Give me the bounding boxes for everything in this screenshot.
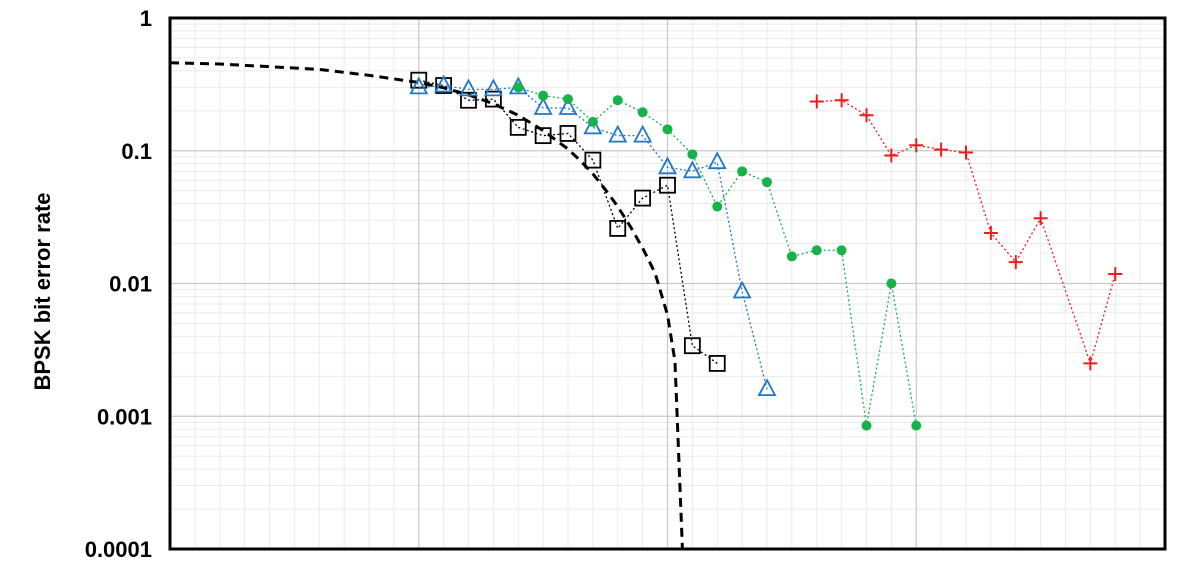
y-axis-label: BPSK bit error rate (30, 192, 55, 390)
data-point (538, 90, 549, 101)
data-point (762, 177, 772, 188)
data-point (712, 201, 723, 212)
data-point (959, 145, 973, 160)
data-point (834, 93, 849, 108)
data-point (563, 94, 573, 105)
data-point (558, 97, 578, 115)
series-layer (169, 61, 1123, 550)
data-point (983, 226, 998, 241)
y-tick-label: 0.0001 (85, 537, 152, 562)
data-point (809, 94, 824, 109)
y-tick-labels: 1 0.1 0.01 0.001 0.0001 (85, 6, 152, 562)
data-point (687, 149, 698, 160)
y-tick-label: 1 (140, 6, 152, 31)
data-point (662, 124, 673, 135)
series-1 (169, 61, 684, 550)
data-point (911, 420, 922, 431)
data-point (634, 189, 652, 207)
data-point (587, 116, 598, 127)
y-tick-label: 0.1 (121, 139, 152, 164)
data-point (609, 220, 627, 237)
data-point (1033, 211, 1048, 226)
data-point (707, 151, 727, 170)
data-point (909, 138, 924, 153)
data-point (811, 245, 822, 256)
y-tick-label: 0.001 (97, 404, 152, 429)
data-point (584, 151, 602, 169)
data-point (732, 280, 752, 299)
series-5 (809, 93, 1123, 371)
data-point (434, 74, 454, 93)
y-tick-label: 0.01 (109, 272, 152, 297)
data-point (484, 90, 502, 108)
data-point (683, 337, 701, 355)
plot-frame (168, 16, 1167, 551)
data-point (934, 142, 949, 157)
data-point (861, 420, 872, 431)
data-point (583, 116, 603, 135)
data-point (886, 278, 897, 289)
data-point (460, 91, 477, 109)
data-point (1083, 356, 1098, 371)
data-point (513, 82, 524, 93)
series-line (418, 79, 718, 364)
data-point (682, 160, 702, 179)
data-point (410, 71, 428, 89)
data-point (1008, 255, 1023, 270)
data-point (633, 124, 653, 143)
series-2 (410, 71, 726, 372)
data-point (884, 148, 899, 163)
data-point (859, 108, 874, 123)
data-point (659, 176, 676, 194)
data-point (658, 156, 677, 175)
data-point (459, 78, 478, 97)
series-4 (513, 82, 922, 431)
data-point (612, 95, 623, 106)
data-point (608, 124, 628, 143)
series-line (518, 86, 917, 426)
data-point (533, 97, 553, 115)
data-point (483, 78, 503, 97)
data-point (409, 76, 429, 95)
data-point (509, 118, 527, 136)
data-point (1108, 266, 1123, 281)
series-line (169, 61, 684, 550)
data-point (737, 166, 748, 177)
data-point (637, 107, 648, 118)
data-point (757, 378, 777, 397)
series-3 (409, 74, 777, 397)
data-point (786, 251, 797, 262)
data-point (534, 127, 552, 145)
data-point (559, 125, 577, 142)
data-point (836, 245, 847, 256)
data-point (708, 355, 726, 372)
